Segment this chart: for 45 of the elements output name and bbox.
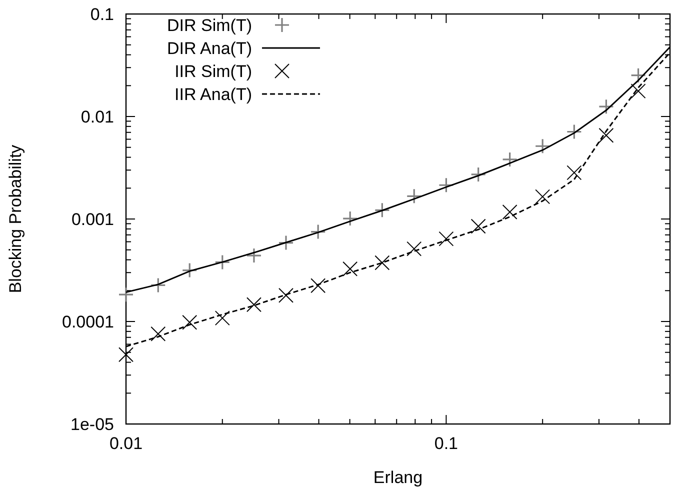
point [374,255,390,270]
y-tick-label: 1e-05 [70,415,114,434]
x-axis-title: Erlang [373,468,423,487]
point [438,177,454,193]
y-tick-label: 0.1 [90,5,114,24]
legend-label: DIR Sim(T) [167,16,252,35]
point [502,152,518,168]
point [342,210,358,226]
point [438,231,454,246]
point [310,224,326,240]
point [406,241,422,256]
y-tick-label: 0.001 [71,210,114,229]
point [598,128,614,143]
point [470,166,486,182]
point [342,261,358,276]
point [246,297,262,312]
point [150,326,166,342]
legend-label: IIR Sim(T) [174,62,252,81]
point [182,314,198,330]
point [630,68,646,84]
y-axis-title: Blocking Probability [6,144,25,294]
point [214,310,230,326]
point [118,286,134,302]
point [502,204,518,220]
point [566,124,582,140]
point [566,165,582,180]
point [535,189,550,204]
point [310,278,326,294]
point [118,347,134,362]
y-tick-label: 0.0001 [62,312,114,332]
point [534,138,550,154]
point [182,262,198,278]
point [278,288,294,303]
point [406,188,422,204]
legend-label: IIR Ana(T) [174,85,252,104]
point [374,202,390,218]
point [278,234,294,251]
legend-label: DIR Ana(T) [166,39,252,58]
point [214,254,230,270]
point [150,277,166,294]
point [470,218,486,234]
point [598,98,614,114]
y-tick-label: 0.01 [80,108,114,126]
point [246,248,262,264]
point [630,84,646,99]
